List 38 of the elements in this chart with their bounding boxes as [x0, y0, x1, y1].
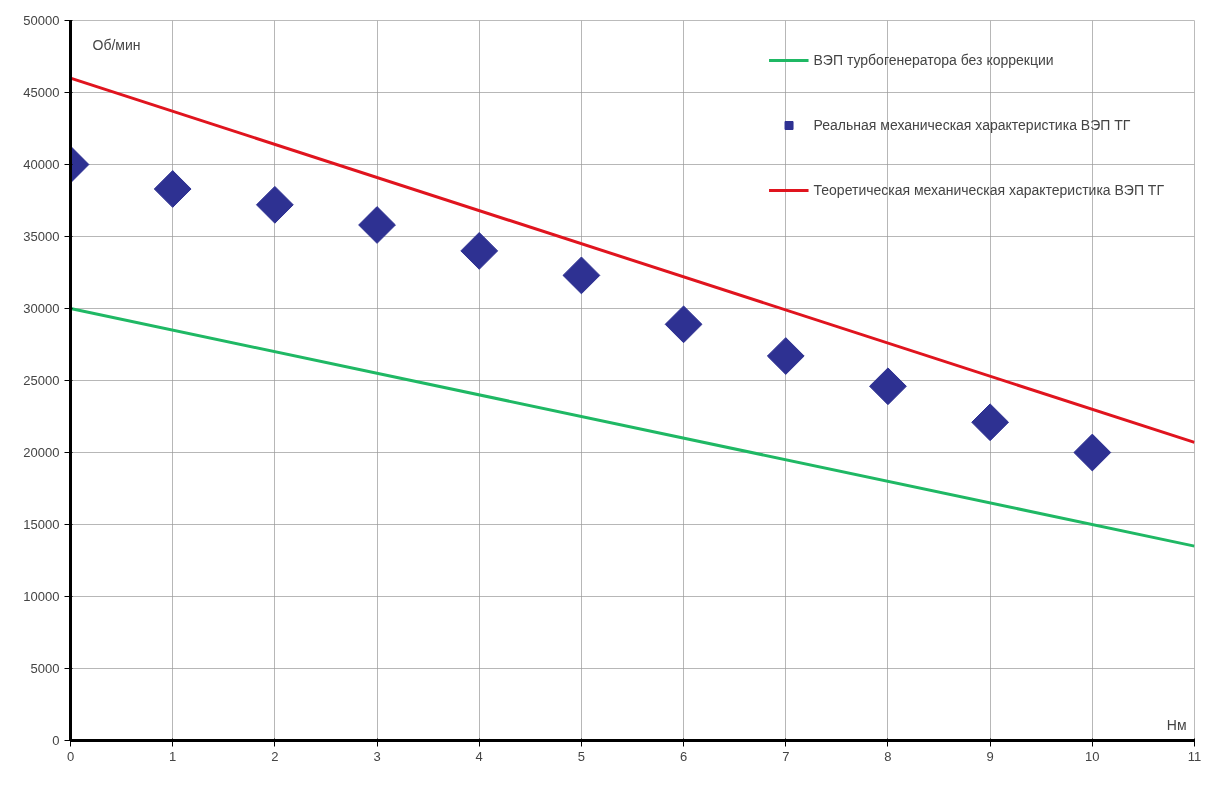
x-axis-title: Нм: [1166, 716, 1187, 733]
point: [255, 185, 294, 224]
y-tick-label: 30000: [23, 301, 60, 316]
legend-label: Реальная механическая характеристика ВЭП ТГ: [813, 117, 1131, 133]
point: [358, 206, 396, 244]
x-tick-label: 8: [884, 748, 892, 764]
y-axis-title: Об/мин: [92, 36, 141, 53]
point: [664, 305, 703, 344]
x-tick-label: 5: [577, 748, 586, 764]
y-tick-label: 35000: [23, 229, 60, 244]
x-tick-label: 10: [1085, 748, 1100, 764]
y-tick-label: 50000: [23, 13, 60, 28]
point: [562, 256, 601, 295]
y-tick-label: 20000: [23, 445, 60, 460]
legend-label: ВЭП турбогенератора без коррекции: [813, 52, 1054, 68]
x-tick-label: 3: [373, 748, 381, 764]
x-tick-label: 11: [1187, 748, 1202, 764]
point: [869, 367, 907, 406]
y-tick-label: 25000: [23, 373, 60, 388]
y-tick-label: 40000: [23, 157, 60, 172]
x-tick-label: 0: [66, 748, 75, 764]
x-tick-label: 7: [782, 748, 790, 764]
y-tick-label: 0: [52, 733, 60, 748]
point: [1073, 433, 1112, 472]
legend-label: Теоретическая механическая характеристика ВЭП ТГ: [813, 182, 1164, 198]
x-tick-label: 6: [679, 748, 688, 764]
point: [153, 170, 192, 208]
point: [460, 232, 499, 270]
x-tick-label: 2: [271, 748, 279, 764]
y-tick-label: 10000: [23, 589, 60, 604]
y-tick-label: 45000: [23, 85, 60, 100]
point: [766, 337, 805, 375]
x-tick-label: 9: [986, 748, 994, 764]
y-tick-label: 5000: [30, 661, 60, 676]
x-tick-label: 1: [169, 748, 177, 764]
point: [971, 403, 1010, 442]
x-tick-label: 4: [475, 748, 483, 764]
y-tick-label: 15000: [23, 517, 60, 532]
